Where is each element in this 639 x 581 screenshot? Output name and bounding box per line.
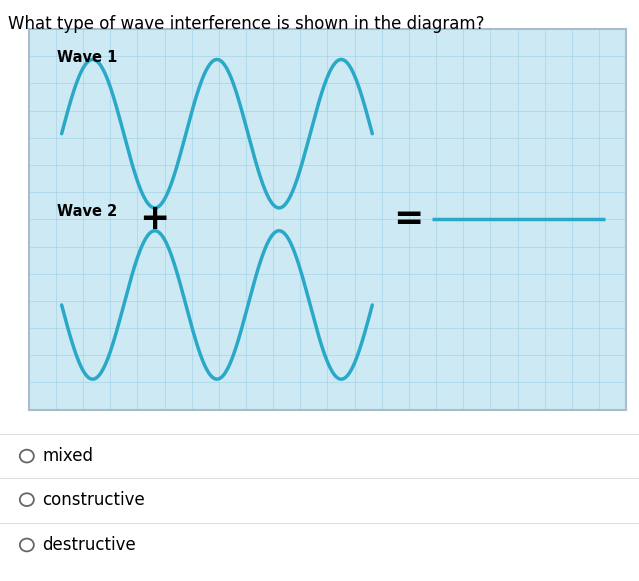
Text: Wave 2: Wave 2 bbox=[58, 204, 118, 219]
Text: destructive: destructive bbox=[42, 536, 136, 554]
Text: =: = bbox=[393, 202, 423, 236]
Text: constructive: constructive bbox=[42, 491, 145, 508]
Text: Wave 1: Wave 1 bbox=[58, 50, 118, 65]
Text: mixed: mixed bbox=[42, 447, 93, 465]
Text: What type of wave interference is shown in the diagram?: What type of wave interference is shown … bbox=[8, 15, 484, 33]
Text: +: + bbox=[139, 202, 169, 236]
